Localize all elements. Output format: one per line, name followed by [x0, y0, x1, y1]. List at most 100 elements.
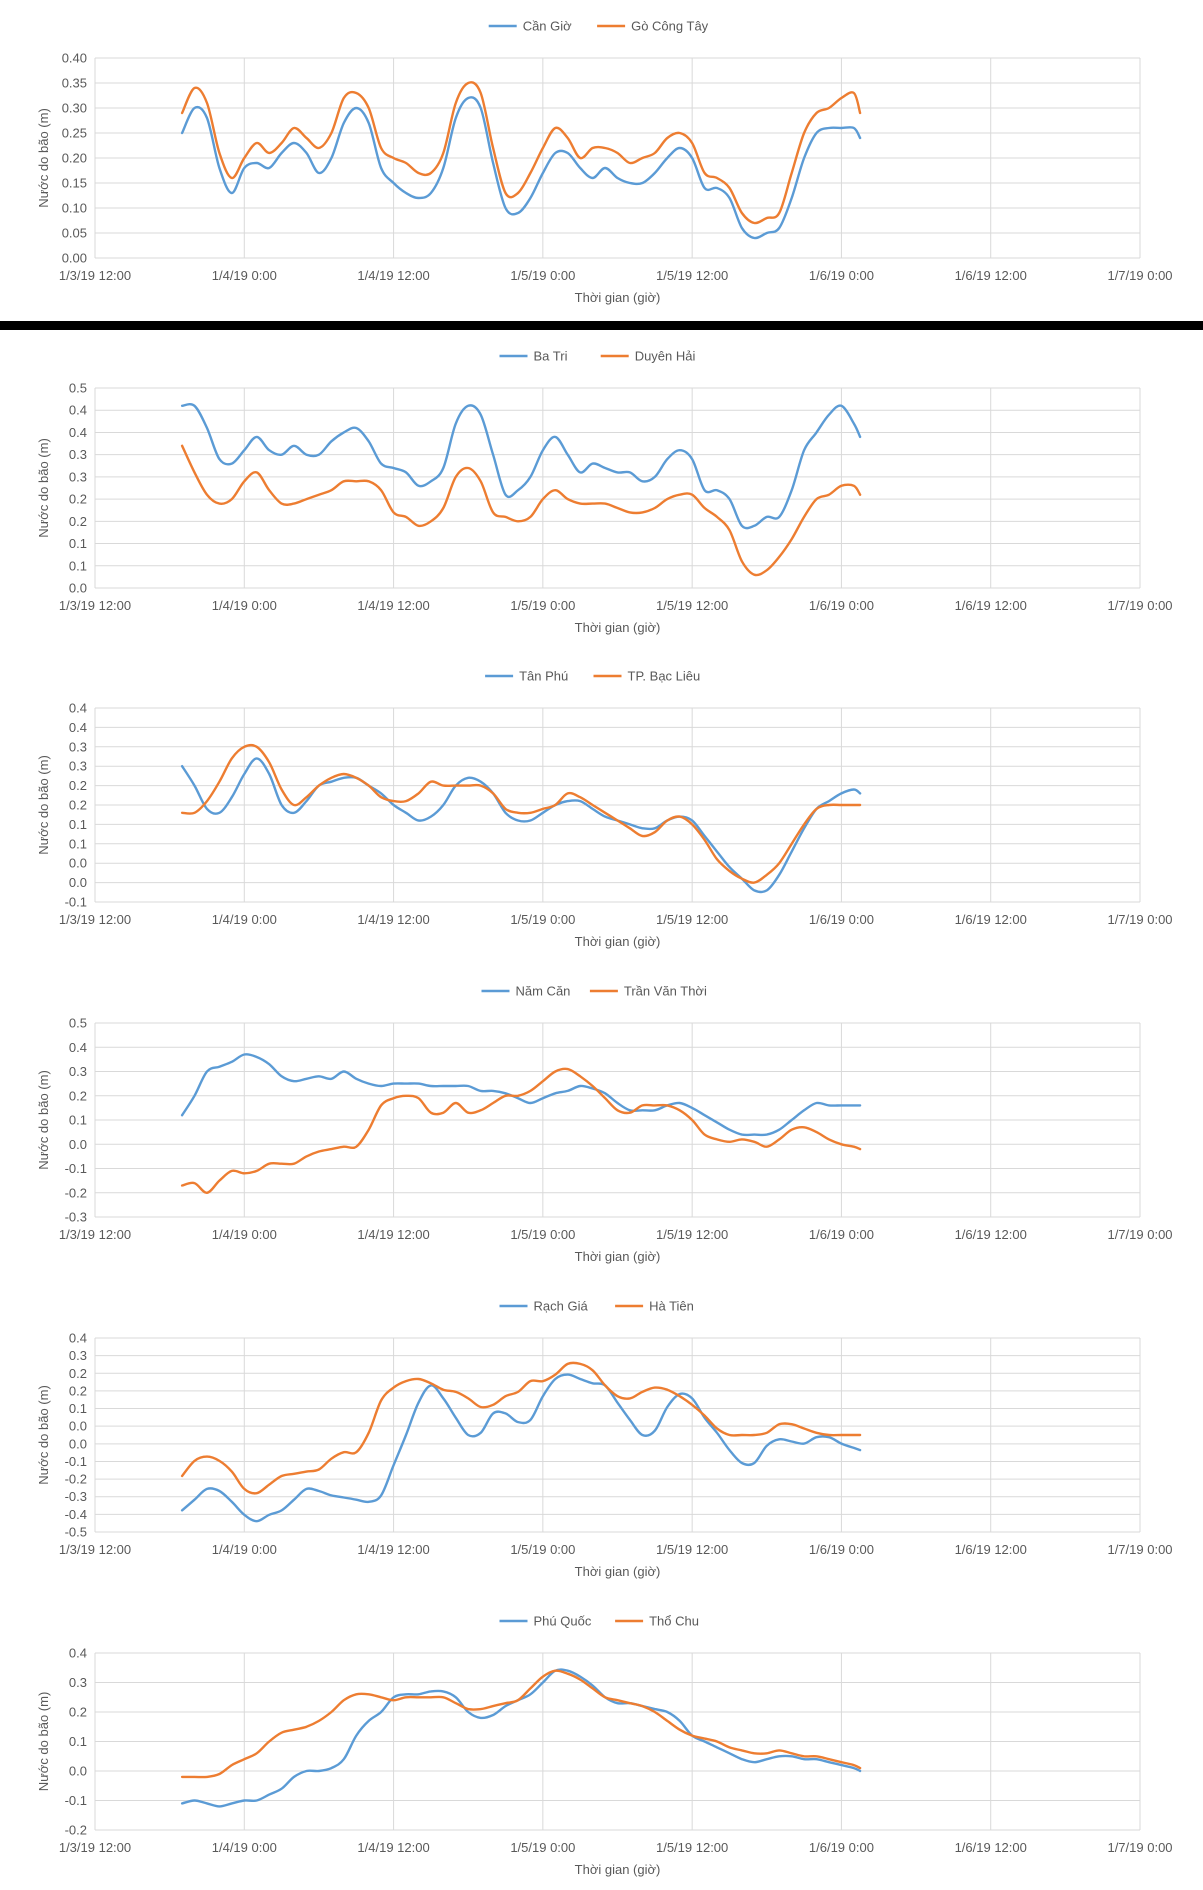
y-tick-label: 0.5 — [69, 381, 87, 396]
y-tick-label: 0.2 — [69, 778, 87, 793]
x-tick-label: 1/5/19 12:00 — [656, 912, 728, 927]
line-chart-5: Rạch Giá Hà Tiên -0.5 -0.4 -0.3 -0.2 -0.1 0.0 0.… — [36, 1299, 1173, 1580]
legend-label-1: Ba Tri — [534, 349, 568, 364]
y-tick-label: 0.4 — [69, 403, 87, 418]
y-tick-label: 0.2 — [69, 492, 87, 507]
y-tick-label: 0.35 — [62, 76, 87, 91]
y-tick-label: 0.4 — [69, 1331, 87, 1346]
series-line-2 — [180, 1067, 862, 1194]
y-axis-title: Nước do bão (m) — [36, 1385, 51, 1485]
y-tick-label: 0.2 — [69, 798, 87, 813]
y-tick-label: 0.1 — [69, 1401, 87, 1416]
y-tick-label: 0.4 — [69, 720, 87, 735]
x-tick-label: 1/4/19 12:00 — [357, 598, 429, 613]
x-tick-label: 1/6/19 0:00 — [809, 1227, 874, 1242]
line-chart-2: Ba Tri Duyên Hải 0.0 0.1 0.1 0.2 0.2 0.3 0.3 0.4 0… — [36, 349, 1173, 636]
y-tick-label: 0.05 — [62, 226, 87, 241]
series-line-1 — [180, 757, 862, 894]
y-tick-label: -0.2 — [65, 1823, 87, 1838]
legend: Rạch Giá Hà Tiên — [499, 1299, 694, 1314]
series-line-2 — [180, 444, 862, 577]
x-tick-label: 1/3/19 12:00 — [59, 1227, 131, 1242]
x-tick-label: 1/4/19 0:00 — [212, 912, 277, 927]
y-axis-title: Nước do bão (m) — [36, 1070, 51, 1170]
x-tick-label: 1/6/19 12:00 — [955, 1542, 1027, 1557]
y-tick-label: 0.4 — [69, 1646, 87, 1661]
y-tick-label: -0.5 — [65, 1525, 87, 1540]
y-tick-label: 0.3 — [69, 739, 87, 754]
x-tick-label: 1/4/19 12:00 — [357, 1840, 429, 1855]
x-tick-label: 1/5/19 0:00 — [510, 1542, 575, 1557]
x-axis-title: Thời gian (giờ) — [575, 620, 661, 635]
y-tick-label: 0.1 — [69, 1113, 87, 1128]
y-tick-label: 0.30 — [62, 101, 87, 116]
x-tick-label: 1/6/19 12:00 — [955, 598, 1027, 613]
line-chart-3: Tân Phú TP. Bạc Liêu -0.1 0.0 0.0 0.1 0.1 0.2 0.… — [36, 669, 1173, 950]
series-line-1 — [180, 1668, 862, 1808]
y-tick-label: -0.3 — [65, 1210, 87, 1225]
x-tick-label: 1/3/19 12:00 — [59, 912, 131, 927]
y-tick-label: 0.3 — [69, 1064, 87, 1079]
y-tick-label: 0.2 — [69, 1383, 87, 1398]
legend-label-1: Năm Căn — [516, 984, 571, 999]
legend-label-2: Gò Công Tây — [631, 19, 709, 34]
y-axis-title: Nước do bão (m) — [36, 1692, 51, 1792]
y-tick-label: 0.0 — [69, 1137, 87, 1152]
legend-label-2: Hà Tiên — [649, 1299, 694, 1314]
y-tick-label: 0.3 — [69, 447, 87, 462]
x-tick-label: 1/4/19 0:00 — [212, 268, 277, 283]
x-tick-label: 1/4/19 0:00 — [212, 1840, 277, 1855]
legend-label-2: Thổ Chu — [649, 1614, 699, 1629]
x-tick-label: 1/7/19 0:00 — [1107, 912, 1172, 927]
y-tick-label: 0.0 — [69, 856, 87, 871]
x-tick-label: 1/3/19 12:00 — [59, 1840, 131, 1855]
x-tick-label: 1/4/19 0:00 — [212, 598, 277, 613]
chart-panel-1: Cần Giờ Gò Công Tây 0.00 0.05 0.10 0.15 0.20 0.… — [0, 0, 1203, 318]
x-tick-label: 1/6/19 12:00 — [955, 912, 1027, 927]
legend-label-1: Cần Giờ — [523, 19, 572, 34]
x-tick-label: 1/4/19 12:00 — [357, 268, 429, 283]
legend-label-1: Tân Phú — [519, 669, 568, 684]
legend: Tân Phú TP. Bạc Liêu — [485, 669, 700, 684]
series-line-2 — [180, 1361, 862, 1495]
x-tick-label: 1/4/19 0:00 — [212, 1227, 277, 1242]
legend-label-2: Duyên Hải — [635, 349, 696, 364]
x-axis-title: Thời gian (giờ) — [575, 1249, 661, 1264]
chart-panel-5: Rạch Giá Hà Tiên -0.5 -0.4 -0.3 -0.2 -0.1 0.0 0.… — [0, 1280, 1203, 1592]
x-tick-label: 1/6/19 0:00 — [809, 268, 874, 283]
y-tick-label: 0.0 — [69, 1419, 87, 1434]
x-tick-label: 1/6/19 12:00 — [955, 268, 1027, 283]
y-tick-label: 0.00 — [62, 251, 87, 266]
y-tick-label: 0.0 — [69, 1436, 87, 1451]
y-tick-label: 0.4 — [69, 425, 87, 440]
y-tick-label: -0.3 — [65, 1489, 87, 1504]
x-tick-label: 1/7/19 0:00 — [1107, 268, 1172, 283]
x-tick-label: 1/7/19 0:00 — [1107, 1840, 1172, 1855]
x-tick-label: 1/4/19 12:00 — [357, 1227, 429, 1242]
series-line-2 — [180, 81, 862, 225]
x-tick-label: 1/7/19 0:00 — [1107, 598, 1172, 613]
y-tick-label: -0.1 — [65, 1454, 87, 1469]
x-tick-label: 1/5/19 0:00 — [510, 912, 575, 927]
x-tick-label: 1/7/19 0:00 — [1107, 1227, 1172, 1242]
y-tick-label: 0.1 — [69, 558, 87, 573]
legend-label-2: Trần Văn Thời — [624, 984, 707, 999]
y-tick-label: 0.3 — [69, 1675, 87, 1690]
legend: Ba Tri Duyên Hải — [499, 349, 696, 364]
y-tick-label: 0.0 — [69, 581, 87, 596]
y-tick-label: 0.2 — [69, 1705, 87, 1720]
x-tick-label: 1/6/19 12:00 — [955, 1840, 1027, 1855]
x-tick-label: 1/4/19 0:00 — [212, 1542, 277, 1557]
x-tick-label: 1/5/19 0:00 — [510, 1840, 575, 1855]
chart-panel-4: Năm Căn Trần Văn Thời -0.3 -0.2 -0.1 0.0 0.1 0.… — [0, 965, 1203, 1277]
x-tick-label: 1/6/19 0:00 — [809, 598, 874, 613]
y-tick-label: -0.1 — [65, 1793, 87, 1808]
y-tick-label: 0.4 — [69, 1040, 87, 1055]
y-tick-label: 0.3 — [69, 469, 87, 484]
x-tick-label: 1/5/19 12:00 — [656, 268, 728, 283]
series-line-1 — [180, 402, 862, 530]
x-tick-label: 1/5/19 0:00 — [510, 598, 575, 613]
y-tick-label: 0.3 — [69, 759, 87, 774]
line-chart-4: Năm Căn Trần Văn Thời -0.3 -0.2 -0.1 0.0 0.1 0.… — [36, 984, 1173, 1265]
series-line-1 — [180, 96, 862, 240]
